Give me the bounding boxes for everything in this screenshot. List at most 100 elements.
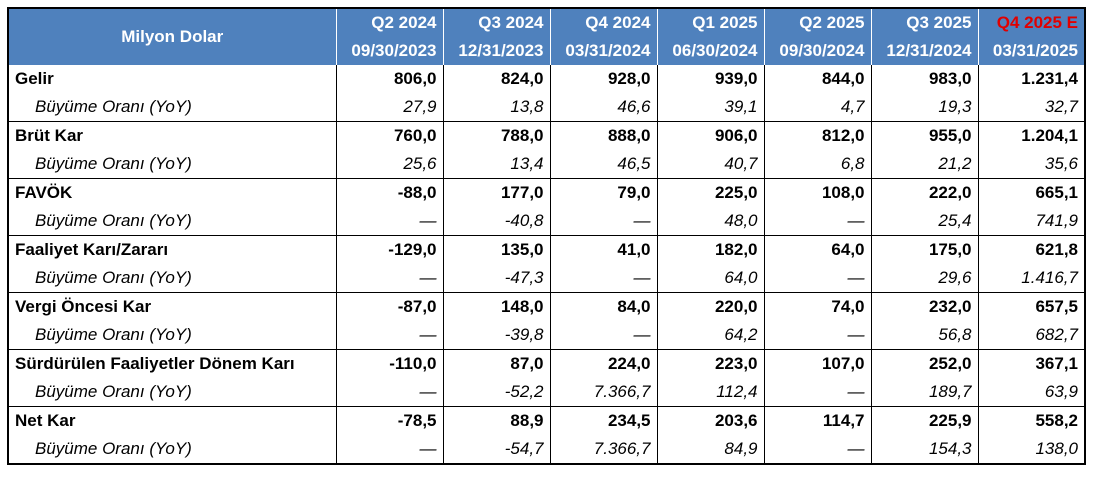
metric-value: -78,5 (336, 406, 444, 435)
column-date-header: 03/31/2024 (550, 37, 658, 65)
growth-value: 56,8 (871, 321, 979, 350)
growth-value: -47,3 (443, 264, 551, 293)
growth-value: 84,9 (657, 435, 765, 464)
growth-value: -54,7 (443, 435, 551, 464)
metric-value: 888,0 (550, 121, 658, 150)
growth-value: 46,6 (550, 93, 658, 122)
growth-row: Büyüme Oranı (YoY) — -52,2 7.366,7 112,4—189… (8, 378, 1085, 407)
growth-value: 1.416,7 (978, 264, 1085, 293)
growth-value: 138,0 (1035, 439, 1078, 458)
growth-label: Büyüme Oranı (YoY) (8, 435, 337, 464)
column-date-header: 09/30/2023 (336, 37, 444, 65)
growth-value: 25,6 (336, 150, 444, 179)
metric-label: Net Kar (8, 406, 337, 435)
metric-value: 88,9 (443, 406, 551, 435)
metric-value: 74,0 (764, 292, 872, 321)
column-quarter-header: Q3 2024 (443, 8, 551, 37)
metric-value: 844,0 (764, 65, 872, 93)
metric-row: Brüt Kar 760,0 788,0 888,0 906,0 812,0 955,0 1.… (8, 121, 1085, 150)
metric-value: 224,0 (550, 349, 658, 378)
growth-value: 6,8 (764, 150, 872, 179)
growth-row: Büyüme Oranı (YoY) — -39,8—64,2—56,8 682,7 (8, 321, 1085, 350)
growth-value: 154,3 (871, 435, 979, 464)
table-body: Gelir 806,0 824,0 928,0 939,0 844,0 983,0 1.231… (8, 65, 1085, 464)
metric-value: 203,6 (657, 406, 765, 435)
metric-value: 182,0 (657, 235, 765, 264)
growth-label: Büyüme Oranı (YoY) (8, 150, 337, 179)
metric-value: 928,0 (550, 65, 658, 93)
growth-label: Büyüme Oranı (YoY) (8, 378, 337, 407)
metric-value: -129,0 (336, 235, 444, 264)
growth-value: 4,7 (764, 93, 872, 122)
growth-value: 29,6 (871, 264, 979, 293)
metric-row: Faaliyet Karı/Zararı -129,0 135,0 41,0 182,0… (8, 235, 1085, 264)
growth-value: -52,2 (443, 378, 551, 407)
growth-value: 64,0 (657, 264, 765, 293)
metric-value: 906,0 (657, 121, 765, 150)
metric-value: 657,5 (1035, 297, 1078, 316)
growth-row: Büyüme Oranı (YoY) — -40,8—48,0—25,4 741,9 (8, 207, 1085, 236)
metric-label: FAVÖK (8, 178, 337, 207)
metric-value: 806,0 (336, 65, 444, 93)
column-quarter-header: Q3 2025 (871, 8, 979, 37)
metric-row: Gelir 806,0 824,0 928,0 939,0 844,0 983,0 1.231… (8, 65, 1085, 93)
metric-value: 175,0 (871, 235, 979, 264)
corner-label: Milyon Dolar (8, 8, 337, 65)
growth-row: Büyüme Oranı (YoY) — -47,3—64,0—29,6 1.416,… (8, 264, 1085, 293)
growth-value: 46,5 (550, 150, 658, 179)
metric-value: 812,0 (764, 121, 872, 150)
metric-value: 939,0 (657, 65, 765, 93)
growth-value: -39,8 (443, 321, 551, 350)
metric-value: 824,0 (443, 65, 551, 93)
metric-value: 107,0 (764, 349, 872, 378)
column-date-header: 12/31/2023 (443, 37, 551, 65)
growth-row: Büyüme Oranı (YoY) 27,9 13,8 46,6 39,1 4,7 19,… (8, 93, 1085, 122)
metric-row: FAVÖK -88,0 177,0 79,0 225,0 108,0 222,0 665,1 (8, 178, 1085, 207)
column-quarter-header: Q4 2024 (550, 8, 658, 37)
metric-value: 234,5 (550, 406, 658, 435)
growth-value: — (550, 321, 658, 350)
growth-value: — (764, 264, 872, 293)
growth-row: Büyüme Oranı (YoY) 25,6 13,4 46,5 40,7 6,8 21,… (8, 150, 1085, 179)
growth-value: 19,3 (871, 93, 979, 122)
growth-value: 25,4 (871, 207, 979, 236)
metric-row: Sürdürülen Faaliyetler Dönem Karı -110,0 8… (8, 349, 1085, 378)
metric-value: 177,0 (443, 178, 551, 207)
growth-label: Büyüme Oranı (YoY) (8, 264, 337, 293)
metric-value: 223,0 (657, 349, 765, 378)
metric-value: 760,0 (336, 121, 444, 150)
metric-value: 84,0 (550, 292, 658, 321)
growth-value: 27,9 (336, 93, 444, 122)
column-date-header: 12/31/2024 (871, 37, 979, 65)
metric-value: 87,0 (443, 349, 551, 378)
growth-value: 40,7 (657, 150, 765, 179)
growth-value: — (336, 264, 444, 293)
metric-value: 1.231,4 (1021, 69, 1078, 88)
growth-value: 63,9 (978, 378, 1085, 407)
metric-value: 64,0 (764, 235, 872, 264)
growth-value: 13,8 (443, 93, 551, 122)
metric-label: Gelir (8, 65, 337, 93)
growth-value: 189,7 (871, 378, 979, 407)
metric-row: Vergi Öncesi Kar -87,0 148,0 84,0 220,0 74,0 2… (8, 292, 1085, 321)
growth-value: 741,9 (978, 207, 1085, 236)
metric-value: 232,0 (871, 292, 979, 321)
growth-value: — (336, 321, 444, 350)
growth-value: — (550, 264, 658, 293)
metric-value: 108,0 (764, 178, 872, 207)
growth-value: — (764, 435, 872, 464)
growth-label: Büyüme Oranı (YoY) (8, 93, 337, 122)
metric-value: 665,1 (1035, 183, 1078, 202)
metric-value: 983,0 (871, 65, 979, 93)
metric-value: 41,0 (550, 235, 658, 264)
growth-value: 64,2 (657, 321, 765, 350)
metric-value: 222,0 (871, 178, 979, 207)
column-date-header: 03/31/2025 (978, 37, 1085, 65)
metric-row: Net Kar -78,5 88,9 234,5 203,6 114,7 225,9 558,… (8, 406, 1085, 435)
metric-label: Vergi Öncesi Kar (8, 292, 337, 321)
growth-value: 32,7 (978, 93, 1085, 122)
metric-value: 955,0 (871, 121, 979, 150)
metric-value: -110,0 (336, 349, 444, 378)
growth-label: Büyüme Oranı (YoY) (8, 321, 337, 350)
metric-value: 1.204,1 (1021, 126, 1078, 145)
